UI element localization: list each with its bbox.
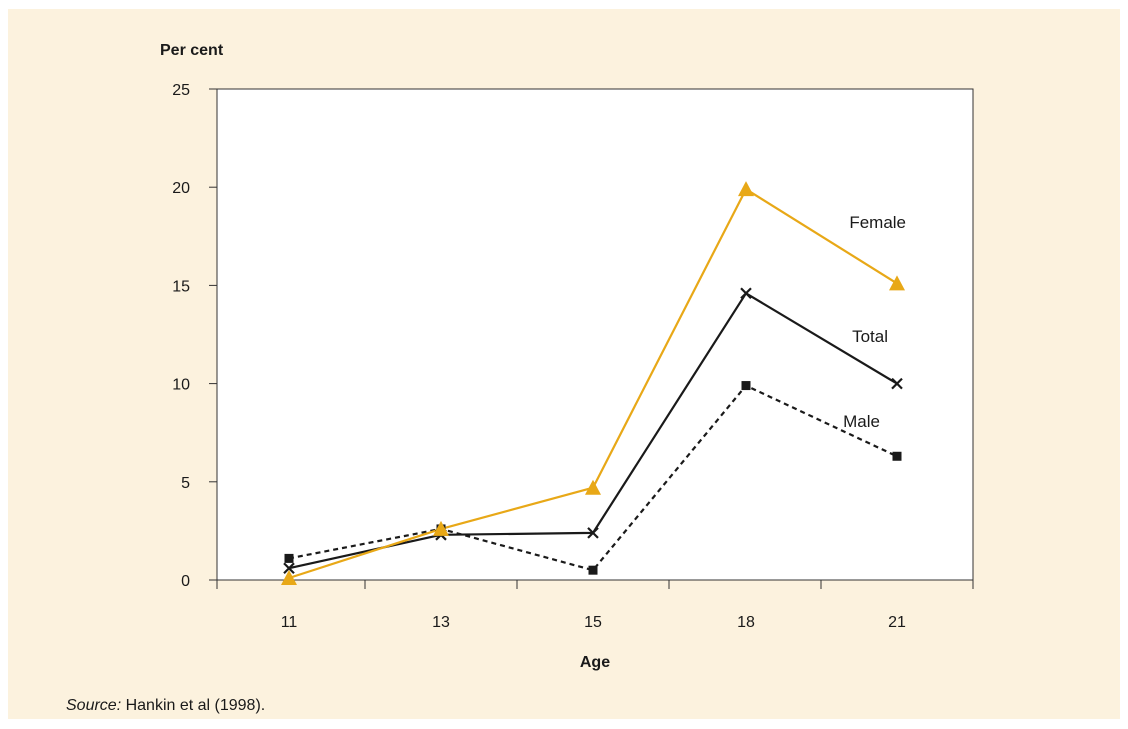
- marker-male: [741, 381, 751, 391]
- y-tick-label: 0: [181, 573, 190, 590]
- marker-male: [284, 553, 294, 563]
- x-axis-ticks: 11 13 15 18 21: [216, 580, 974, 631]
- marker-female: [281, 570, 297, 586]
- line-chart: Per cent Age 0 5 10 15 20 25 11 13 15 18 21 Femal…: [160, 42, 974, 671]
- y-tick-label: 25: [172, 82, 190, 99]
- chart-panel: Per cent Age 0 5 10 15 20 25 11 13 15 18 21 Femal…: [8, 9, 1120, 719]
- marker-total: [891, 377, 903, 390]
- marker-male: [588, 565, 598, 575]
- series-label-male: Male: [843, 412, 880, 431]
- y-axis-ticks: 0 5 10 15 20 25: [172, 82, 217, 590]
- series-label-total: Total: [852, 327, 888, 346]
- x-axis-label: Age: [580, 654, 610, 671]
- source-prefix: Source:: [66, 697, 122, 714]
- y-tick-label: 20: [172, 180, 190, 197]
- y-tick-label: 15: [172, 278, 190, 295]
- source-note: Source: Hankin et al (1998).: [66, 697, 265, 715]
- marker-total: [587, 527, 599, 539]
- y-axis-label: Per cent: [160, 42, 224, 59]
- series-labels: Female Total Male: [843, 213, 906, 431]
- marker-total: [283, 562, 295, 574]
- marker-total: [740, 287, 752, 300]
- series-line-male: [288, 384, 898, 572]
- series-markers: [281, 181, 905, 586]
- x-tick-label: 11: [281, 614, 298, 631]
- source-text: Hankin et al (1998).: [121, 697, 266, 714]
- x-tick-label: 18: [737, 614, 755, 631]
- y-tick-label: 10: [172, 377, 190, 394]
- x-tick-label: 21: [888, 614, 906, 631]
- series-label-female: Female: [849, 213, 906, 232]
- x-tick-label: 13: [432, 614, 450, 631]
- marker-female: [889, 275, 905, 291]
- marker-female: [738, 181, 754, 197]
- marker-male: [892, 451, 902, 461]
- y-tick-label: 5: [181, 475, 190, 492]
- marker-female: [433, 520, 449, 536]
- marker-female: [585, 479, 601, 495]
- plot-area: [216, 88, 974, 581]
- x-tick-label: 15: [584, 614, 602, 631]
